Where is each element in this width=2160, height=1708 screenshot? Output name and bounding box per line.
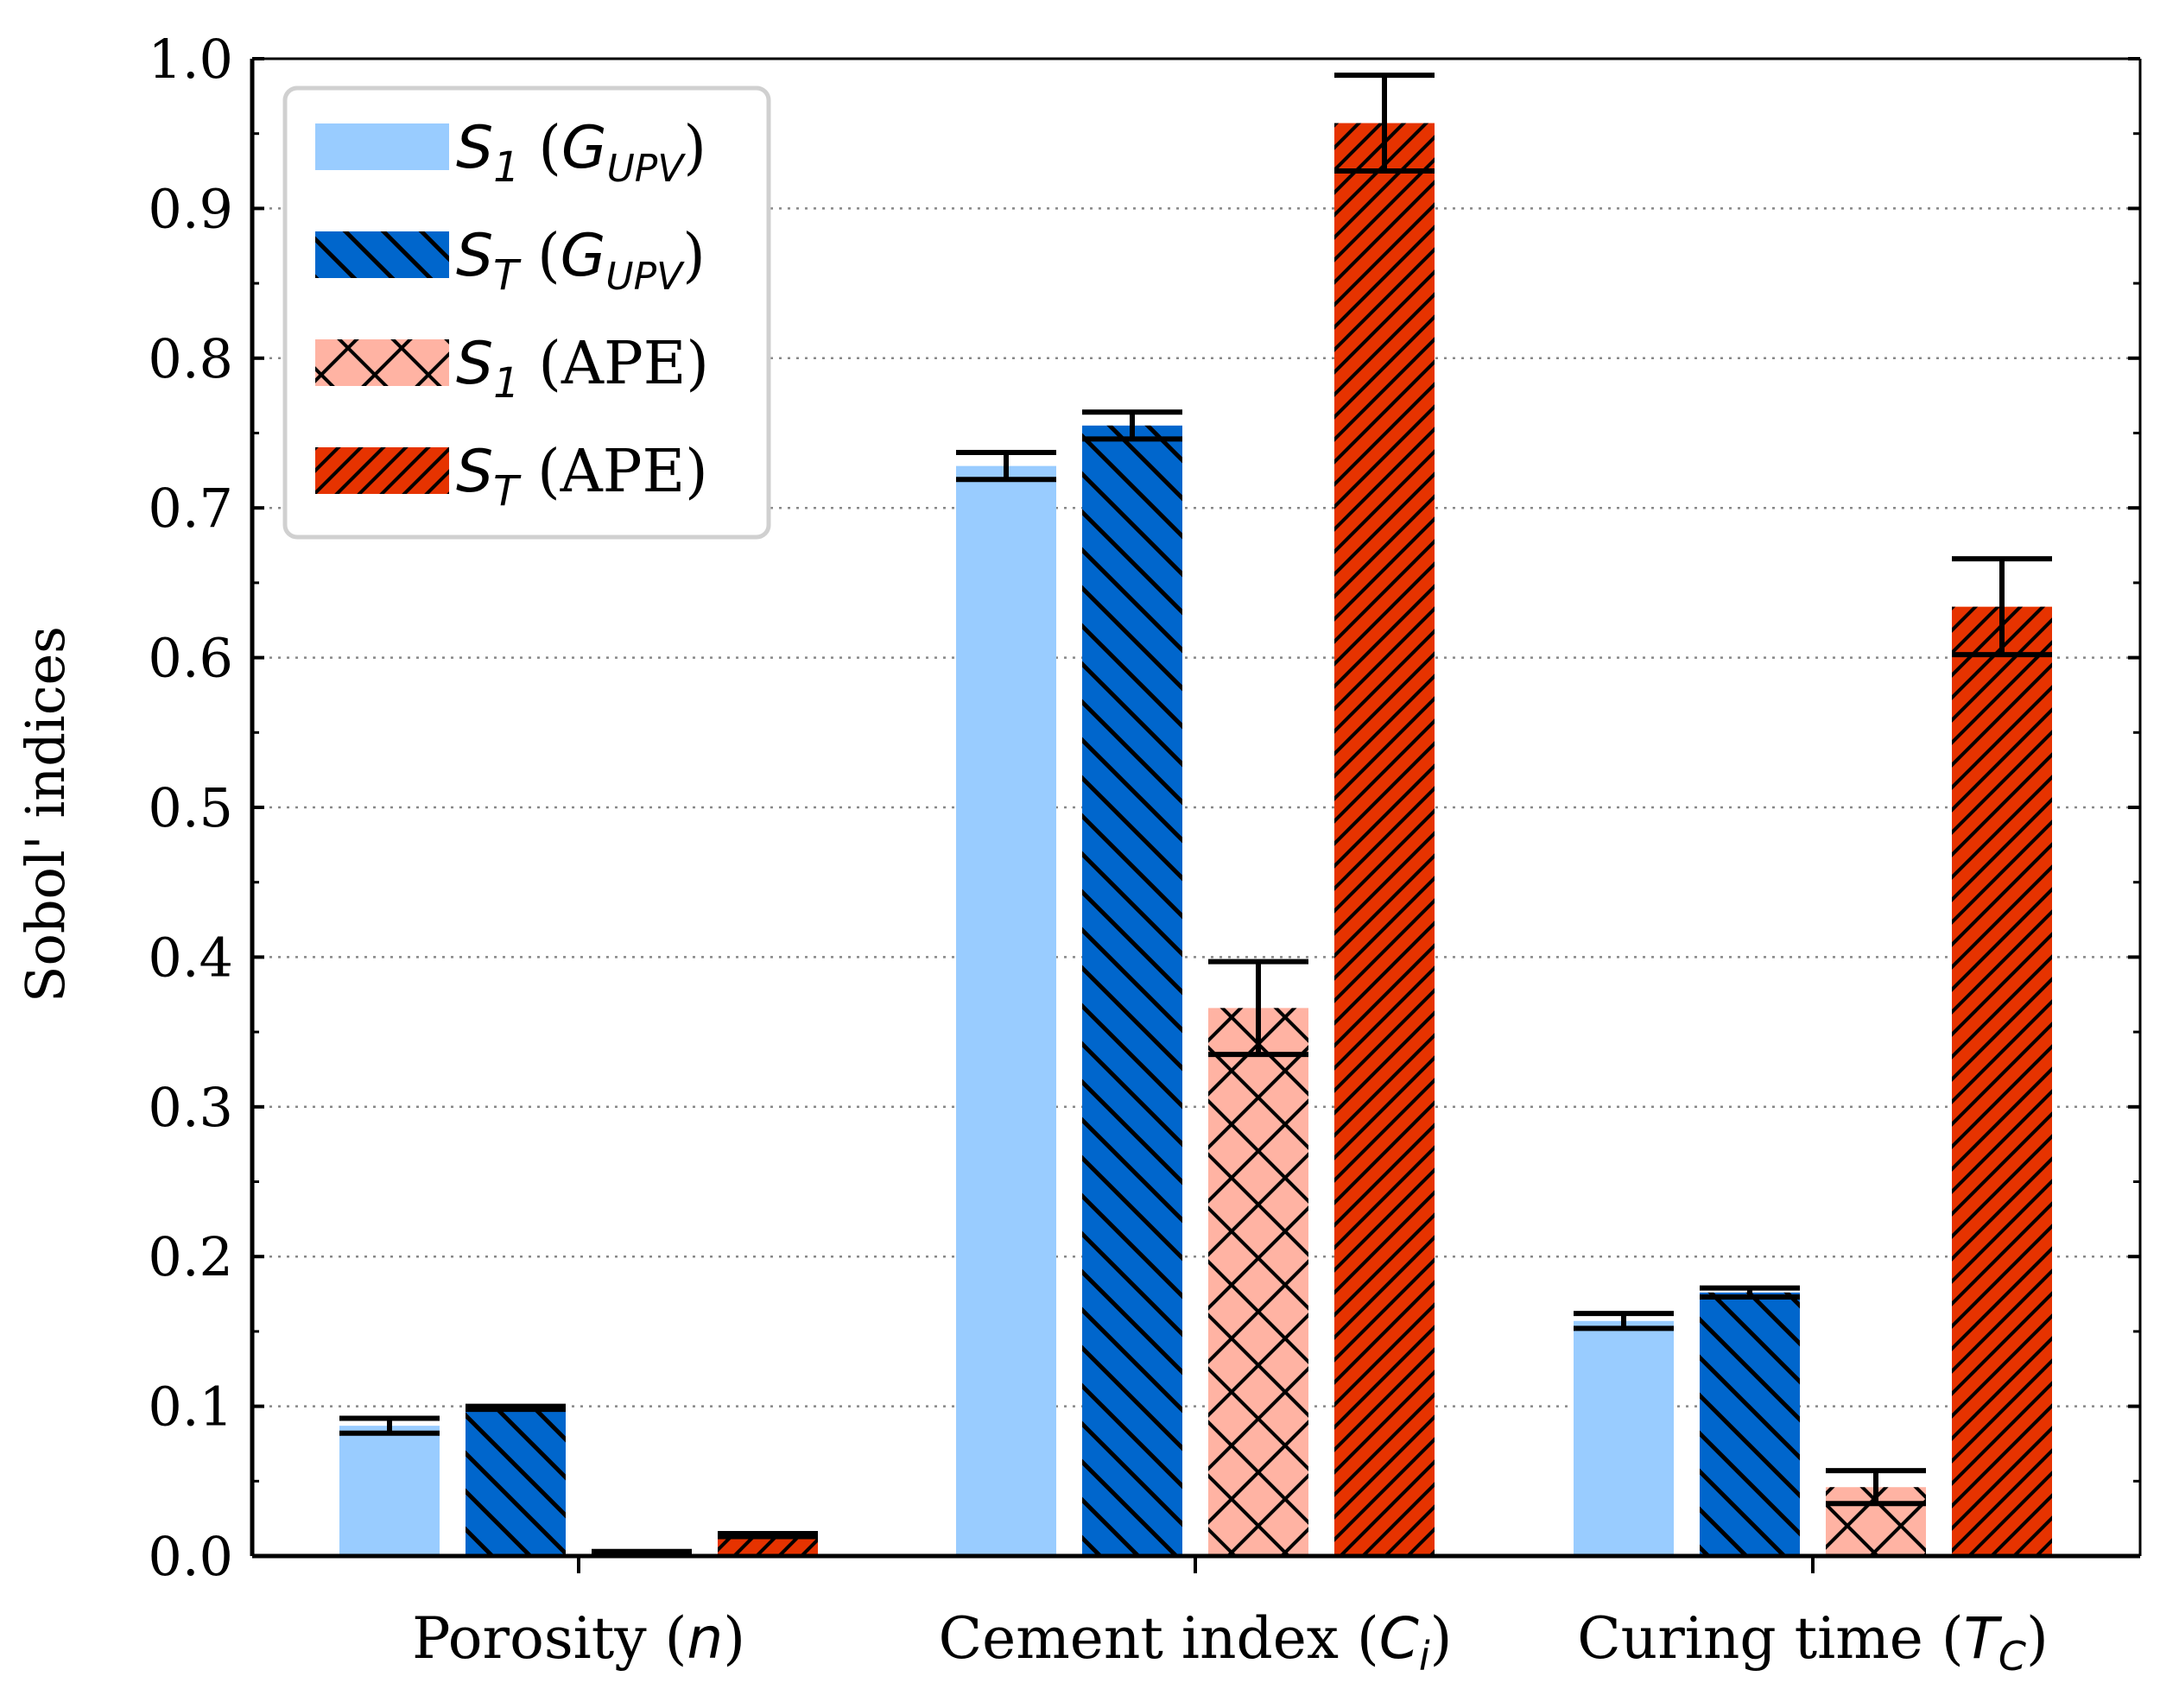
bars (339, 123, 2052, 1557)
y-tick-label: 0.5 (148, 776, 233, 839)
y-tick-labels: 0.0 0.1 0.2 0.3 0.4 0.5 0.6 0.7 0.8 0.9 1.0 (148, 28, 233, 1588)
legend-label: ST (GUPV) (456, 222, 706, 300)
bar (1574, 1320, 1674, 1556)
y-tick-label: 0.0 (148, 1525, 233, 1588)
legend-frame (282, 85, 771, 540)
y-tick-label: 0.3 (148, 1076, 233, 1139)
y-tick-label: 1.0 (148, 28, 233, 91)
x-tick-labels: Porosity (n) Cement index (Ci) Curing time… (412, 1605, 2049, 1680)
bar (956, 465, 1056, 1557)
legend-swatch-hatch (315, 339, 449, 386)
y-tick-label: 0.7 (148, 477, 233, 540)
legend-swatch-hatch (315, 447, 449, 494)
legend-label: ST (APE) (456, 438, 708, 516)
bar-hatch (466, 1408, 566, 1556)
bar-hatch (1082, 425, 1182, 1557)
bar-hatch (1952, 606, 2052, 1556)
y-tick-label: 0.9 (148, 177, 233, 240)
y-axis-label: Sobol' indices (14, 626, 77, 1003)
y-tick-label: 0.6 (148, 627, 233, 690)
legend: S1 (GUPV) ST (GUPV) S1 (APE) ST (APE) (282, 85, 771, 540)
axes (250, 57, 2142, 1573)
bar (339, 1426, 440, 1556)
x-tick-label: Curing time (TC) (1577, 1605, 2049, 1680)
bar-hatch (1208, 1008, 1308, 1556)
legend-label: S1 (GUPV) (456, 114, 706, 192)
y-tick-label: 0.4 (148, 926, 233, 989)
x-tick-label: Porosity (n) (412, 1605, 745, 1672)
legend-swatch-hatch (315, 231, 449, 278)
bar-hatch (1700, 1292, 1800, 1556)
bar-hatch (1334, 123, 1435, 1556)
y-tick-label: 0.2 (148, 1225, 233, 1288)
y-tick-label: 0.8 (148, 327, 233, 390)
legend-swatch (315, 123, 449, 170)
error-bars (339, 73, 2052, 1558)
legend-label: S1 (APE) (456, 330, 709, 408)
y-tick-label: 0.1 (148, 1376, 233, 1439)
x-tick-label: Cement index (Ci) (939, 1605, 1453, 1680)
